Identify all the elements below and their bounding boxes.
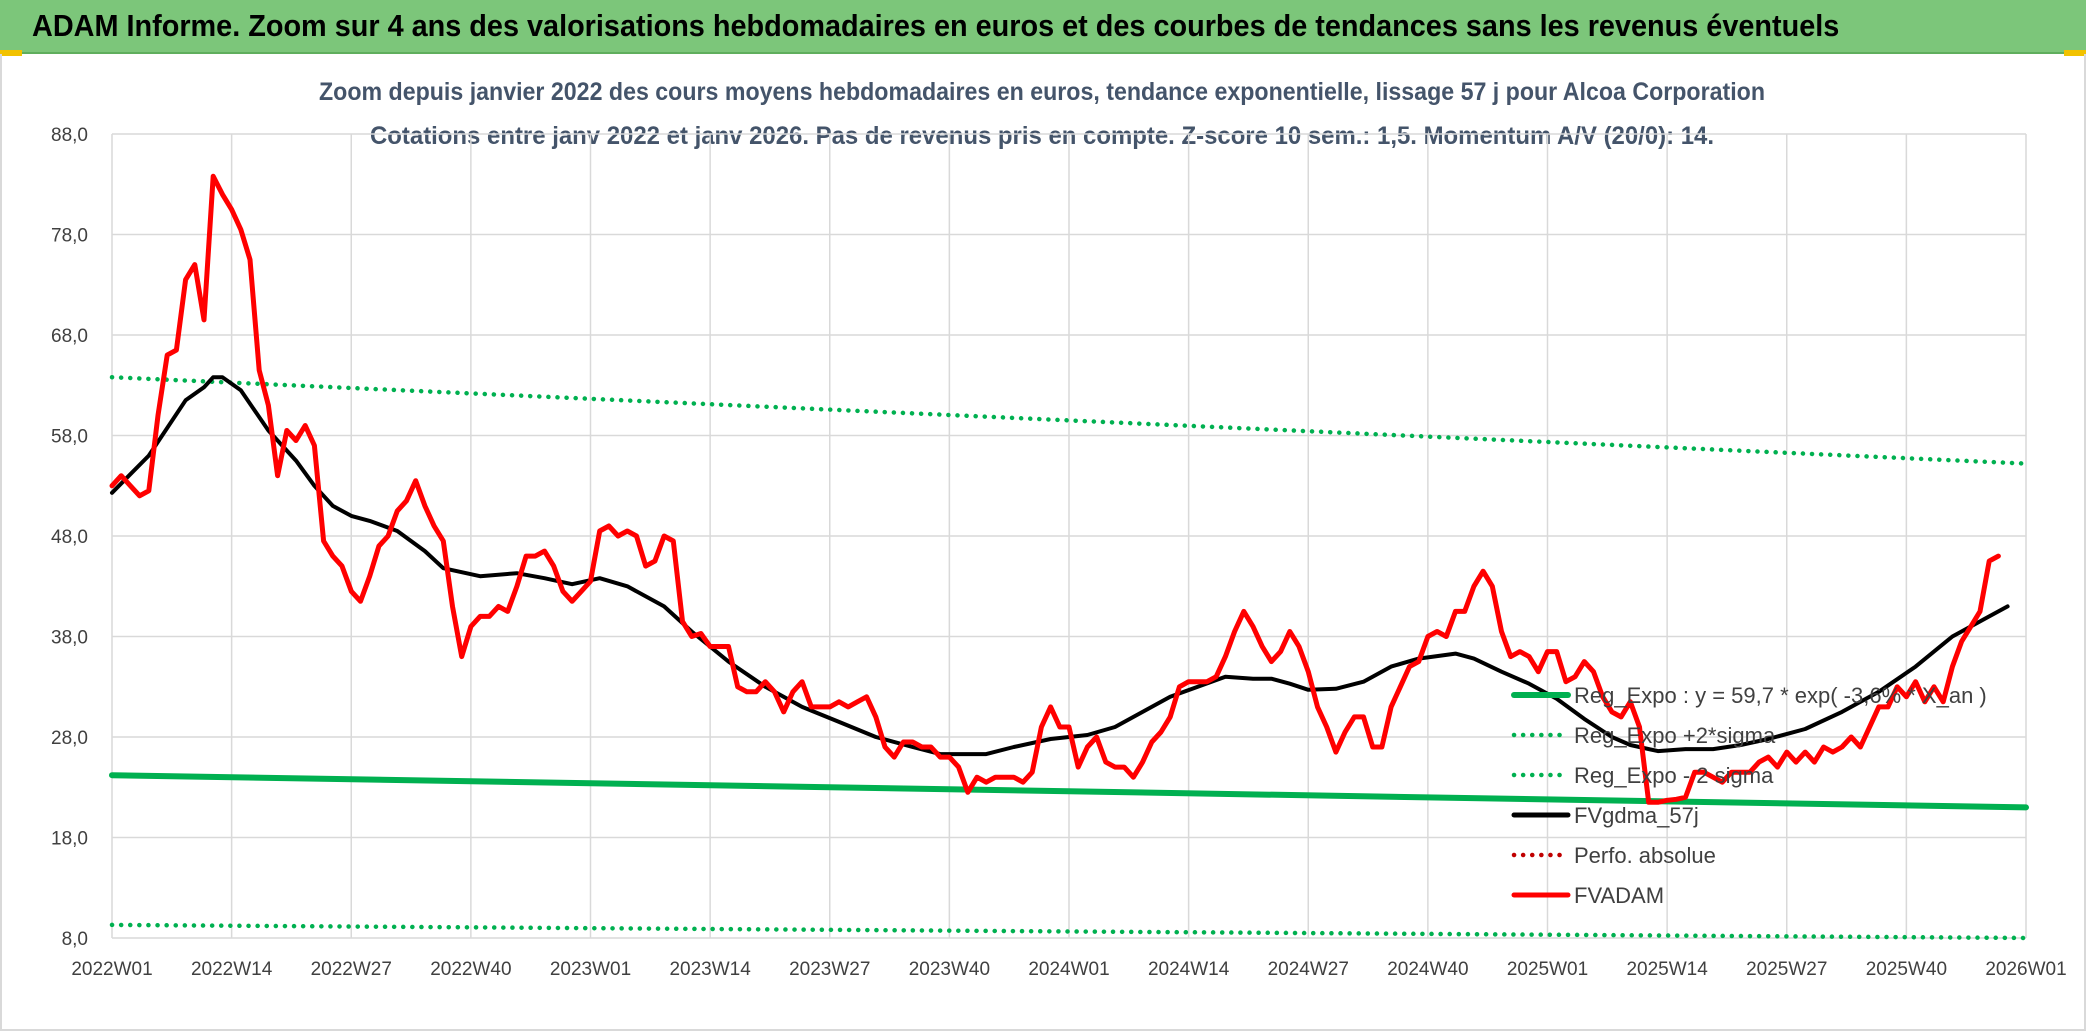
x-tick-label: 2022W14 [191, 959, 273, 980]
x-tick-label: 2023W27 [789, 959, 870, 980]
x-tick-label: 2023W14 [669, 959, 751, 980]
y-tick-label: 78,0 [51, 226, 88, 247]
line-chart: Zoom depuis janvier 2022 des cours moyen… [51, 78, 2067, 980]
y-axis-ticks: 8,0 18,0 28,0 38,0 48,0 58,0 68,0 78,0 88,0 [51, 125, 88, 950]
x-tick-label: 2026W01 [1985, 959, 2066, 980]
page-title: ADAM Informe. Zoom sur 4 ans des valoris… [32, 8, 1840, 43]
legend-entry: Reg_Expo - 2 sigma [1574, 763, 1774, 788]
legend-entry: Perfo. absolue [1574, 843, 1716, 868]
x-tick-label: 2025W01 [1507, 959, 1588, 980]
chart-subtitle: Cotations entre janv 2022 et janv 2026. … [370, 122, 1714, 150]
y-tick-label: 18,0 [51, 829, 88, 850]
x-tick-label: 2023W01 [550, 959, 631, 980]
x-tick-label: 2024W01 [1028, 959, 1109, 980]
legend-entry: FVgdma_57j [1574, 803, 1699, 828]
x-tick-label: 2025W14 [1626, 959, 1708, 980]
x-tick-label: 2024W14 [1148, 959, 1230, 980]
y-tick-label: 58,0 [51, 427, 88, 448]
x-tick-label: 2022W40 [430, 959, 511, 980]
y-tick-label: 88,0 [51, 125, 88, 146]
x-tick-label: 2023W40 [909, 959, 990, 980]
y-tick-label: 48,0 [51, 527, 88, 548]
header-banner: ADAM Informe. Zoom sur 4 ans des valoris… [0, 0, 2086, 56]
x-tick-label: 2024W27 [1268, 959, 1349, 980]
y-tick-label: 28,0 [51, 728, 88, 749]
legend-entry: FVADAM [1574, 883, 1664, 908]
x-axis-ticks: 2022W01 2022W14 2022W27 2022W40 2023W01 2023W… [71, 959, 2066, 980]
reg-expo-minus-2sigma-line [109, 922, 2029, 941]
y-tick-label: 38,0 [51, 628, 88, 649]
reg-expo-line [109, 772, 2029, 811]
x-tick-label: 2024W40 [1387, 959, 1468, 980]
legend-entry: Reg_Expo : y = 59,7 * exp( -3,6% * X_an … [1574, 683, 1987, 708]
chart-area: Zoom depuis janvier 2022 des cours moyen… [0, 54, 2086, 1031]
x-tick-label: 2022W01 [71, 959, 152, 980]
series-layer [109, 173, 2029, 941]
y-tick-label: 68,0 [51, 326, 88, 347]
chart-title: Zoom depuis janvier 2022 des cours moyen… [319, 78, 1765, 106]
legend: Reg_Expo : y = 59,7 * exp( -3,6% * X_an … [1511, 683, 1987, 908]
banner-accent-right [2064, 50, 2086, 56]
fvadam-line [109, 173, 2001, 805]
grid [111, 133, 2027, 939]
x-tick-label: 2025W27 [1746, 959, 1827, 980]
x-tick-label: 2025W40 [1866, 959, 1947, 980]
y-tick-label: 8,0 [62, 929, 88, 950]
banner-accent-left [0, 50, 22, 56]
reg-expo-plus-2sigma-line [109, 374, 2029, 466]
x-tick-label: 2022W27 [311, 959, 392, 980]
legend-entry: Reg_Expo +2*sigma [1574, 723, 1776, 748]
